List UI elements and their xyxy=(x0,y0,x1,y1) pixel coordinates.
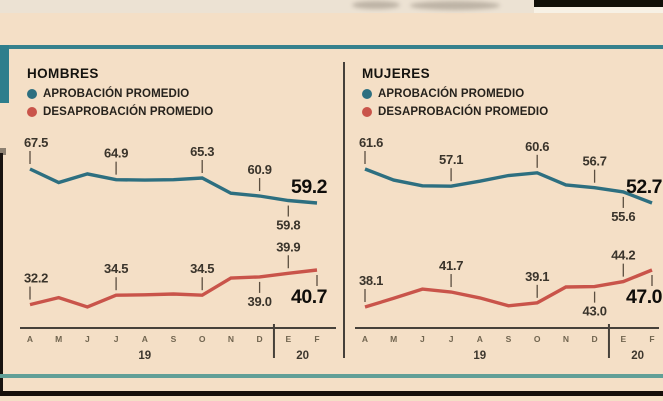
month-label: J xyxy=(449,334,454,344)
year-label: 19 xyxy=(138,350,151,362)
month-label: M xyxy=(55,334,62,344)
month-label: D xyxy=(257,334,263,344)
legend-label-approval: APROBACIÓN PROMEDIO xyxy=(43,88,190,100)
year-label: 20 xyxy=(631,350,644,362)
teal-bottom-rule xyxy=(0,374,663,378)
latest-value-label: 40.7 xyxy=(291,286,327,308)
latest-value-label: 47.0 xyxy=(626,286,663,308)
teal-top-rule xyxy=(0,45,663,49)
month-label: J xyxy=(85,334,90,344)
month-label: J xyxy=(114,334,119,344)
month-label: O xyxy=(199,334,206,344)
disapproval-line xyxy=(364,268,653,309)
edge-tick-remnant xyxy=(0,148,6,155)
legend-item-approval: APROBACIÓN PROMEDIO xyxy=(27,85,340,103)
approval-dot-icon xyxy=(362,89,372,99)
value-label: 60.9 xyxy=(248,162,272,177)
month-label: S xyxy=(171,334,177,344)
panel-hombres: HOMBRES APROBACIÓN PROMEDIO DESAPROBACIÓ… xyxy=(18,60,340,372)
year-label: 19 xyxy=(473,350,486,362)
value-label: 38.1 xyxy=(359,273,383,288)
month-label: N xyxy=(563,334,569,344)
panel-title-mujeres: MUJERES xyxy=(362,66,431,81)
approval-line xyxy=(364,167,653,205)
approval-line xyxy=(29,167,318,205)
headline-underline-remnant xyxy=(534,7,663,13)
latest-value-label: 52.7 xyxy=(626,176,662,198)
value-label: 39.1 xyxy=(525,269,549,284)
month-label: A xyxy=(362,334,368,344)
value-label: 56.7 xyxy=(583,154,607,169)
month-label: N xyxy=(228,334,234,344)
chart-mujeres: A M J J A S O N D E F 19 20 61.6 57.1 60.6 56.7 55.6 52.7 3… xyxy=(355,135,663,362)
value-label: 34.5 xyxy=(104,261,128,276)
disapproval-dot-icon xyxy=(362,107,372,117)
legend-hombres: APROBACIÓN PROMEDIO DESAPROBACIÓN PROMED… xyxy=(27,85,340,121)
legend-item-disapproval: DESAPROBACIÓN PROMEDIO xyxy=(27,103,340,121)
panel-mujeres: MUJERES APROBACIÓN PROMEDIO DESAPROBACIÓ… xyxy=(353,60,663,372)
value-label: 43.0 xyxy=(583,304,607,319)
value-label: 41.7 xyxy=(439,258,463,273)
legend-label-disapproval: DESAPROBACIÓN PROMEDIO xyxy=(43,106,214,118)
value-label: 59.8 xyxy=(276,218,300,233)
legend-item-approval: APROBACIÓN PROMEDIO xyxy=(362,85,663,103)
panel-title-hombres: HOMBRES xyxy=(27,66,99,81)
value-label: 67.5 xyxy=(24,135,48,150)
approval-dot-icon xyxy=(27,89,37,99)
month-label: E xyxy=(285,334,291,344)
legend-item-disapproval: DESAPROBACIÓN PROMEDIO xyxy=(362,103,663,121)
chart-hombres: A M J J A S O N D E F 19 20 67.5 64.9 65.3 60.9 59.8 59.2 3… xyxy=(20,135,336,362)
value-label: 61.6 xyxy=(359,135,383,150)
month-label: S xyxy=(506,334,512,344)
value-label: 32.2 xyxy=(24,271,48,286)
photo-remnant xyxy=(352,1,400,9)
black-bottom-rule xyxy=(0,391,663,396)
disapproval-line xyxy=(29,268,318,309)
legend-label-disapproval: DESAPROBACIÓN PROMEDIO xyxy=(378,106,549,118)
month-label: E xyxy=(620,334,626,344)
month-label: A xyxy=(477,334,483,344)
disapproval-dot-icon xyxy=(27,107,37,117)
value-label: 64.9 xyxy=(104,146,128,161)
month-label: M xyxy=(390,334,397,344)
value-label: 39.9 xyxy=(276,239,300,254)
value-label: 57.1 xyxy=(439,152,463,167)
month-label: F xyxy=(314,334,319,344)
headline-bar-remnant xyxy=(534,0,663,7)
teal-corner-bar xyxy=(0,45,9,103)
value-label: 39.0 xyxy=(248,294,272,309)
legend-mujeres: APROBACIÓN PROMEDIO DESAPROBACIÓN PROMED… xyxy=(362,85,663,121)
month-label: O xyxy=(534,334,541,344)
value-label: 65.3 xyxy=(190,144,214,159)
month-label: D xyxy=(592,334,598,344)
panel-divider-line xyxy=(343,62,345,358)
latest-value-label: 59.2 xyxy=(291,176,328,198)
top-crop-strip xyxy=(0,0,663,13)
value-label: 34.5 xyxy=(190,261,214,276)
value-label: 55.6 xyxy=(611,209,635,224)
photo-remnant xyxy=(410,1,500,10)
value-label: 44.2 xyxy=(611,248,635,263)
month-label: A xyxy=(142,334,148,344)
month-label: A xyxy=(27,334,33,344)
left-edge-line xyxy=(0,153,3,392)
month-label: F xyxy=(649,334,654,344)
month-label: J xyxy=(420,334,425,344)
value-label: 60.6 xyxy=(525,139,549,154)
legend-label-approval: APROBACIÓN PROMEDIO xyxy=(378,88,525,100)
year-label: 20 xyxy=(296,350,309,362)
